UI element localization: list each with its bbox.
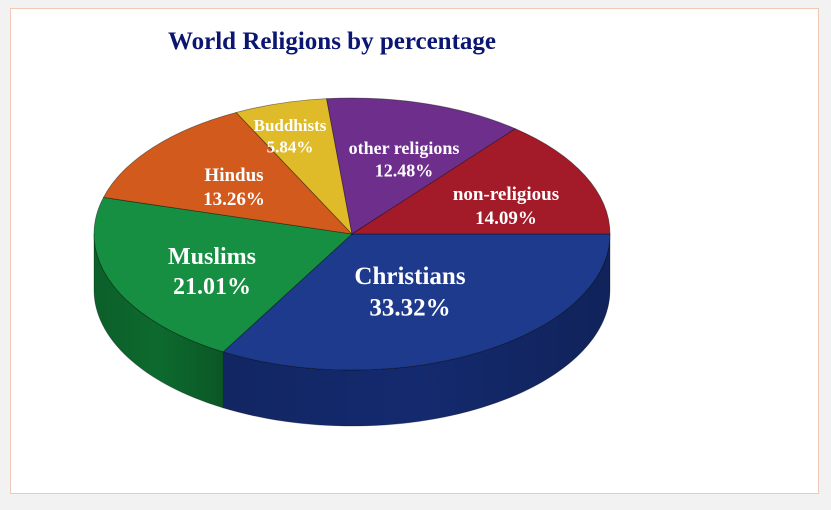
slice-value-non-religious: 14.09% <box>475 208 537 229</box>
pie-slice-muslims <box>93 197 353 353</box>
pie-labels: Christians 33.32% Muslims 21.01% Hindus 13.26… <box>168 116 559 321</box>
pie-slice-non-religious <box>350 128 611 235</box>
slice-label-muslims: Muslims <box>168 244 256 270</box>
slice-value-muslims: 21.01% <box>173 274 251 300</box>
pie-slice-other-religions <box>326 97 517 235</box>
pie-slice-buddhists <box>235 98 353 236</box>
pie-tops <box>93 97 611 371</box>
slice-value-other-religions: 12.48% <box>375 161 434 181</box>
slice-value-christians: 33.32% <box>369 294 450 321</box>
slice-label-hindus: Hindus <box>204 165 263 186</box>
chart-title: World Religions by percentage <box>168 28 497 55</box>
pie-side-shade-muslims <box>94 234 224 408</box>
slice-label-other-religions: other religions <box>349 138 460 158</box>
slice-value-buddhists: 5.84% <box>267 137 314 156</box>
slice-value-hindus: 13.26% <box>203 189 265 210</box>
slice-label-christians: Christians <box>354 263 465 290</box>
slice-label-non-religious: non-religious <box>453 184 559 205</box>
slice-label-buddhists: Buddhists <box>254 116 327 135</box>
pie-slice-christians <box>222 233 611 371</box>
pie-side-shade-christians <box>223 234 610 426</box>
pie-slice-hindus <box>102 112 354 235</box>
